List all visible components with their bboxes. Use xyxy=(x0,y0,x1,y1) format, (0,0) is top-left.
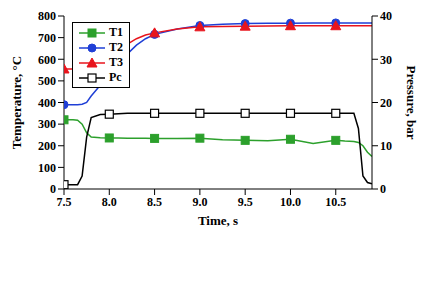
html-text:T3: T3 xyxy=(109,55,123,69)
svg-text:600: 600 xyxy=(38,53,56,67)
html-text:T1: T1 xyxy=(109,25,123,39)
svg-text:700: 700 xyxy=(38,31,56,45)
svg-text:300: 300 xyxy=(38,117,56,131)
svg-text:400: 400 xyxy=(38,96,56,110)
svg-text:8.0: 8.0 xyxy=(102,195,117,209)
html-text:T2: T2 xyxy=(109,40,123,54)
svg-text:7.5: 7.5 xyxy=(57,195,72,209)
svg-text:Pressure, bar: Pressure, bar xyxy=(404,66,419,140)
svg-text:10.5: 10.5 xyxy=(325,195,346,209)
svg-text:Temperature, °C: Temperature, °C xyxy=(9,56,24,149)
svg-text:800: 800 xyxy=(38,9,56,23)
svg-text:9.5: 9.5 xyxy=(238,195,253,209)
svg-text:0: 0 xyxy=(380,182,386,196)
svg-text:20: 20 xyxy=(380,96,392,110)
svg-text:0: 0 xyxy=(50,182,56,196)
svg-text:500: 500 xyxy=(38,74,56,88)
svg-text:9.0: 9.0 xyxy=(192,195,207,209)
svg-text:10.0: 10.0 xyxy=(280,195,301,209)
svg-text:100: 100 xyxy=(38,161,56,175)
svg-text:30: 30 xyxy=(380,53,392,67)
svg-text:10: 10 xyxy=(380,139,392,153)
svg-text:200: 200 xyxy=(38,139,56,153)
svg-text:40: 40 xyxy=(380,9,392,23)
svg-text:Time, s: Time, s xyxy=(198,213,238,228)
svg-text:8.5: 8.5 xyxy=(147,195,162,209)
html-text:Pc: Pc xyxy=(109,70,122,84)
